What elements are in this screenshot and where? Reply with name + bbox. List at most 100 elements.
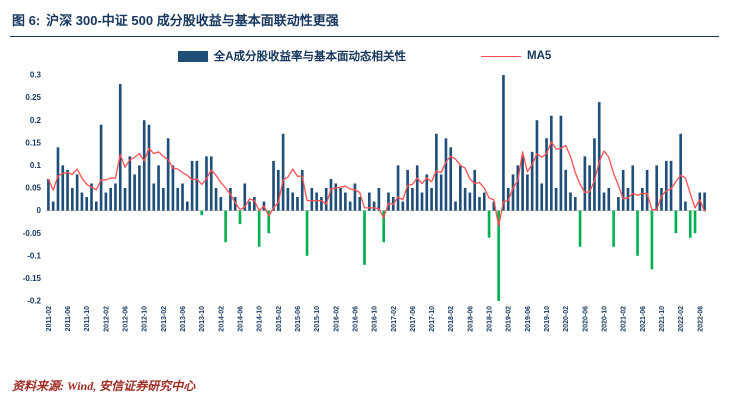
x-axis-tick-label: 2017-10 [429,306,436,332]
x-axis-tick-label: 2011-02 [46,306,53,331]
correlation-bar [444,138,448,211]
correlation-bar [320,197,323,211]
correlation-bar [114,183,117,211]
correlation-bar [300,169,304,211]
correlation-bar [396,165,400,211]
correlation-bar [66,169,69,211]
x-axis-tick-label: 2014-10 [257,306,264,332]
correlation-bar [387,192,390,211]
correlation-bar [425,174,429,211]
x-axis-tick-label: 2012-06 [123,306,130,332]
bar-series-swatch [177,50,208,62]
correlation-bar [324,188,328,211]
correlation-bar [463,188,467,211]
figure-title: 沪深 300-中证 500 成分股收益与基本面联动性更强 [46,13,339,28]
x-axis-tick-label: 2019-02 [506,306,513,332]
correlation-bar [530,151,534,211]
correlation-bar [291,192,294,211]
x-axis-tick-label: 2020-02 [563,306,570,332]
bar-series-label: 全A成分股收益率与基本面动态相关性 [213,51,407,63]
y-axis-tick-label: 0.25 [25,93,41,102]
correlation-bar [128,156,132,211]
legend-item-bars: 全A成分股收益率与基本面动态相关性 [177,48,407,64]
correlation-bar [367,192,371,211]
correlation-bar [348,201,352,211]
correlation-bar [688,210,692,238]
correlation-bar [459,165,462,211]
correlation-bar [521,156,524,211]
correlation-bar [219,197,223,211]
correlation-bar [238,210,242,225]
correlation-bar [90,183,93,211]
correlation-bar [152,183,156,211]
x-axis-tick-label: 2019-06 [525,306,532,332]
correlation-bar [166,138,170,211]
correlation-bar [621,169,625,211]
correlation-bar [511,174,515,211]
correlation-bar [229,188,232,211]
correlation-bar [329,178,333,211]
y-axis-tick-label: -0.05 [23,229,42,238]
correlation-bar [363,210,366,265]
correlation-bar [617,197,620,211]
correlation-bar [224,210,227,243]
correlation-bar [257,210,261,247]
correlation-bar [209,156,213,211]
x-axis-tick-label: 2013-10 [199,306,206,332]
ma5-line-swatch [481,55,522,57]
correlation-bar [61,165,65,211]
chart-area: 0.3 0.25 0.2 0.15 0.1 0.05 0 -0.05 -0.1 -0.15 -0.2… [10,69,719,373]
x-axis-tick-label: 2019-10 [544,306,551,332]
correlation-bar [626,188,630,211]
correlation-bar [569,192,572,211]
x-axis-tick-label: 2018-10 [487,306,494,332]
correlation-bar [612,210,615,247]
correlation-bar [420,192,424,211]
correlation-bar [276,169,280,211]
correlation-bar [310,188,314,211]
correlation-bar [497,210,500,301]
correlation-bar [473,169,477,211]
correlation-bar [516,165,520,211]
y-axis-tick-label: 0 [37,206,42,215]
correlation-bar [47,178,50,211]
correlation-bar [660,188,663,211]
correlation-bar [85,197,89,211]
correlation-bar [138,165,141,211]
correlation-bar [123,188,127,211]
correlation-bar [171,165,175,211]
x-axis-tick-label: 2018-02 [448,306,455,332]
correlation-bar [593,138,596,211]
correlation-bar [233,197,237,211]
x-axis-tick-label: 2017-02 [391,306,398,332]
x-axis-tick-label: 2012-10 [142,306,149,332]
correlation-bar [339,188,342,211]
correlation-bar [645,169,649,211]
y-axis-tick-label: 0.1 [30,161,42,170]
correlation-bar [578,210,582,247]
x-axis-tick-label: 2020-06 [582,306,589,332]
x-axis-tick-label: 2016-02 [333,306,340,332]
y-axis-tick-label: 0.05 [25,184,41,193]
correlation-bar [176,188,180,211]
correlation-bar [142,120,146,211]
chart-legend: 全A成分股收益率与基本面动态相关性 MA5 [10,43,719,69]
correlation-bar [104,192,108,211]
correlation-bar [439,174,443,211]
ma5-line [47,141,706,227]
correlation-bar [205,156,208,211]
correlation-bar [583,156,587,211]
correlation-bar [296,197,299,211]
x-axis-tick-label: 2014-02 [218,306,225,332]
correlation-bar [80,192,84,211]
correlation-bar [454,201,457,211]
x-axis-tick-label: 2012-02 [103,306,110,332]
correlation-bar [195,160,199,211]
correlation-bar [185,201,189,211]
correlation-bar [94,201,98,211]
correlation-bar [243,183,247,211]
x-axis-tick-label: 2020-10 [602,306,609,332]
correlation-bar [540,183,544,211]
x-axis-tick-label: 2013-02 [161,306,168,332]
correlation-bar [631,165,635,211]
